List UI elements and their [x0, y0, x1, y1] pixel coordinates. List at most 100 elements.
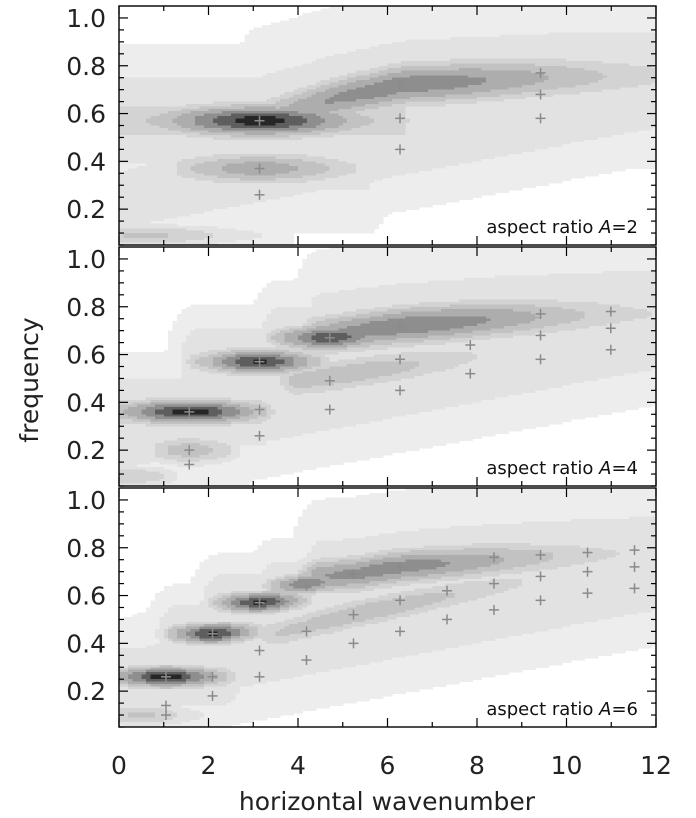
y-tick-label: 1.0 — [66, 245, 106, 274]
y-tick-label: 0.8 — [66, 534, 106, 563]
x-tick-label: 6 — [380, 751, 396, 780]
plus-marker — [582, 588, 593, 599]
plus-marker — [395, 561, 406, 572]
contour-field — [119, 6, 656, 245]
panel-annotation: aspect ratio A=2 — [486, 217, 638, 238]
plus-marker — [489, 604, 500, 615]
plus-marker — [395, 320, 406, 331]
plus-marker — [254, 430, 265, 441]
y-tick-label: 1.0 — [66, 4, 106, 33]
plus-marker — [254, 671, 265, 682]
plus-marker — [324, 375, 335, 386]
annotation-prefix: aspect ratio — [486, 458, 599, 479]
y-tick-label: 0.4 — [66, 147, 106, 176]
plus-marker — [605, 306, 616, 317]
plus-marker — [254, 189, 265, 200]
plus-marker — [160, 700, 171, 711]
plus-marker — [535, 330, 546, 341]
y-tick-label: 0.2 — [66, 677, 106, 706]
contour-field — [119, 488, 656, 727]
y-tick-label: 0.8 — [66, 52, 106, 81]
plus-marker — [324, 332, 335, 343]
plus-marker — [254, 404, 265, 415]
plus-marker — [184, 459, 195, 470]
x-tick-label: 8 — [469, 751, 485, 780]
plus-marker — [535, 308, 546, 319]
x-tick-label: 2 — [201, 751, 217, 780]
x-axis-title: horizontal wavenumber — [239, 787, 536, 816]
plus-marker — [254, 115, 265, 126]
plus-marker — [395, 385, 406, 396]
y-tick-label: 0.6 — [66, 582, 106, 611]
marker-group — [184, 306, 616, 470]
annotation-variable: A — [598, 699, 611, 720]
plus-marker — [535, 571, 546, 582]
panel-annotation: aspect ratio A=4 — [486, 458, 638, 479]
plus-marker — [254, 645, 265, 656]
plus-marker — [489, 552, 500, 563]
plus-marker — [629, 583, 640, 594]
y-tick-label: 0.2 — [66, 195, 106, 224]
y-axis-title: frequency — [15, 317, 44, 443]
plus-marker — [254, 597, 265, 608]
contour-field — [119, 247, 656, 486]
plus-marker — [324, 404, 335, 415]
panel-annotation: aspect ratio A=6 — [486, 699, 638, 720]
plus-marker — [582, 547, 593, 558]
marker-group — [254, 67, 546, 200]
plus-marker — [395, 354, 406, 365]
plus-marker — [535, 549, 546, 560]
x-tick-label: 0 — [111, 751, 127, 780]
y-tick-label: 0.4 — [66, 629, 106, 658]
plus-marker — [395, 595, 406, 606]
plus-marker — [348, 638, 359, 649]
annotation-prefix: aspect ratio — [486, 699, 599, 720]
plus-marker — [605, 344, 616, 355]
plus-marker — [395, 144, 406, 155]
plus-marker — [605, 323, 616, 334]
plus-marker — [160, 671, 171, 682]
plus-marker — [184, 445, 195, 456]
ticks — [118, 247, 657, 487]
plus-marker — [254, 163, 265, 174]
plus-marker — [535, 113, 546, 124]
plus-marker — [207, 628, 218, 639]
panel-2: 0.2 0.4 0.6 0.8 1.0 aspect ratio A=4 — [66, 245, 657, 487]
plus-marker — [301, 655, 312, 666]
x-tick-label: 4 — [290, 751, 306, 780]
annotation-variable: A — [598, 458, 611, 479]
plus-marker — [535, 354, 546, 365]
panel-1: 0.2 0.4 0.6 0.8 1.0 aspect ratio A=2 — [66, 4, 657, 246]
y-tick-label: 0.6 — [66, 341, 106, 370]
plus-marker — [465, 368, 476, 379]
plus-marker — [535, 595, 546, 606]
plus-marker — [465, 339, 476, 350]
marker-group — [160, 545, 640, 721]
x-tick-label: 12 — [640, 751, 672, 780]
annotation-prefix: aspect ratio — [486, 217, 599, 238]
plus-marker — [254, 356, 265, 367]
annotation-value: =2 — [611, 217, 638, 238]
plus-marker — [348, 609, 359, 620]
plus-marker — [395, 626, 406, 637]
y-tick-label: 0.6 — [66, 100, 106, 129]
y-tick-label: 0.2 — [66, 436, 106, 465]
plus-marker — [160, 710, 171, 721]
plus-marker — [395, 113, 406, 124]
plus-marker — [582, 566, 593, 577]
plus-marker — [184, 406, 195, 417]
plus-marker — [489, 578, 500, 589]
plus-marker — [629, 561, 640, 572]
plus-marker — [207, 690, 218, 701]
plus-marker — [629, 545, 640, 556]
annotation-value: =4 — [611, 458, 638, 479]
plus-marker — [301, 580, 312, 591]
y-tick-label: 1.0 — [66, 486, 106, 515]
x-tick-label: 10 — [551, 751, 583, 780]
plus-marker — [301, 626, 312, 637]
ticks — [118, 6, 657, 246]
panel-3: 0.2 0.4 0.6 0.8 1.0 0 2 4 6 8 10 12 aspect ratio A=6 — [66, 486, 672, 780]
plus-marker — [395, 79, 406, 90]
